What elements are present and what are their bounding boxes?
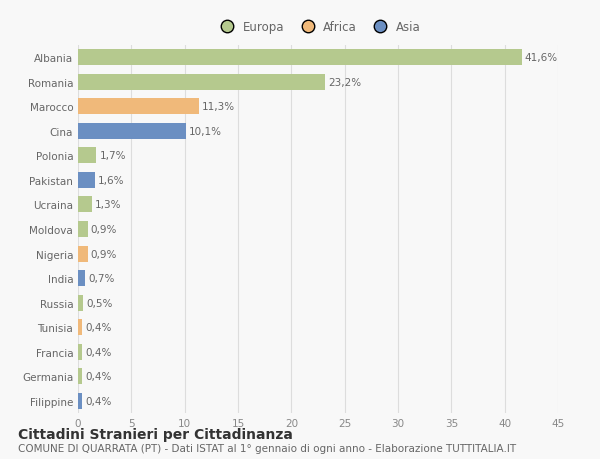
Text: 1,3%: 1,3% bbox=[95, 200, 122, 210]
Bar bbox=[78, 369, 82, 384]
Text: 0,4%: 0,4% bbox=[85, 347, 112, 357]
Text: COMUNE DI QUARRATA (PT) - Dati ISTAT al 1° gennaio di ogni anno - Elaborazione T: COMUNE DI QUARRATA (PT) - Dati ISTAT al … bbox=[18, 443, 516, 453]
Text: 0,7%: 0,7% bbox=[89, 274, 115, 284]
Text: 0,4%: 0,4% bbox=[85, 371, 112, 381]
Text: 0,4%: 0,4% bbox=[85, 322, 112, 332]
Text: 1,7%: 1,7% bbox=[100, 151, 126, 161]
Legend: Europa, Africa, Asia: Europa, Africa, Asia bbox=[213, 19, 423, 36]
Bar bbox=[78, 173, 95, 189]
Bar bbox=[78, 246, 88, 262]
Bar bbox=[78, 123, 186, 140]
Text: 0,9%: 0,9% bbox=[91, 249, 117, 259]
Text: 23,2%: 23,2% bbox=[329, 78, 362, 88]
Bar bbox=[78, 75, 325, 90]
Bar bbox=[78, 148, 96, 164]
Text: 10,1%: 10,1% bbox=[189, 127, 222, 137]
Bar bbox=[78, 99, 199, 115]
Bar bbox=[78, 197, 92, 213]
Text: 0,9%: 0,9% bbox=[91, 224, 117, 235]
Bar bbox=[78, 222, 88, 237]
Text: 0,4%: 0,4% bbox=[85, 396, 112, 406]
Bar bbox=[78, 270, 85, 286]
Text: 0,5%: 0,5% bbox=[86, 298, 113, 308]
Bar bbox=[78, 319, 82, 336]
Text: 1,6%: 1,6% bbox=[98, 175, 125, 185]
Text: 41,6%: 41,6% bbox=[525, 53, 558, 63]
Bar bbox=[78, 295, 83, 311]
Text: 11,3%: 11,3% bbox=[202, 102, 235, 112]
Bar bbox=[78, 50, 522, 66]
Bar bbox=[78, 393, 82, 409]
Text: Cittadini Stranieri per Cittadinanza: Cittadini Stranieri per Cittadinanza bbox=[18, 427, 293, 441]
Bar bbox=[78, 344, 82, 360]
